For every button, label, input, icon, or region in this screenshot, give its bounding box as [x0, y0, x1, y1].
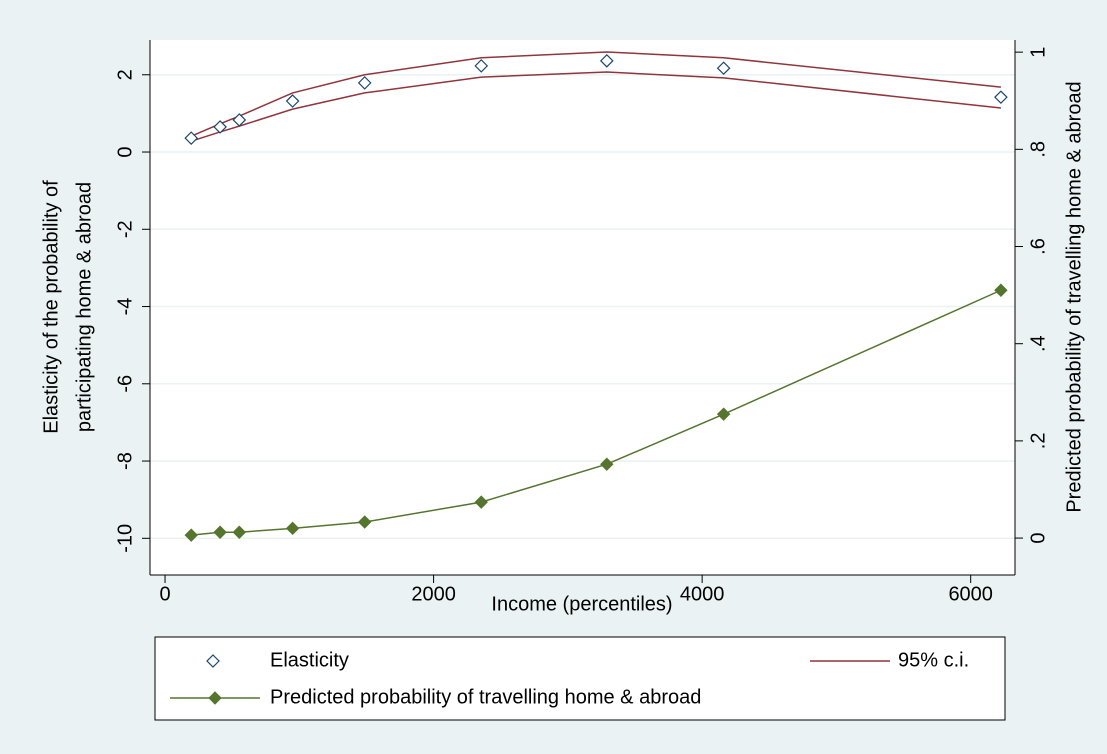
data-point — [357, 515, 372, 529]
data-point — [213, 525, 227, 539]
x-axis-title: Income (percentiles) — [491, 593, 672, 615]
ci-line — [190, 71, 1001, 142]
ci-line — [190, 51, 1001, 137]
y-tick-label: -8 — [114, 452, 136, 470]
legend-label: Elasticity — [270, 649, 349, 671]
legend — [154, 636, 1006, 721]
y-tick-label: -10 — [114, 524, 136, 553]
y-tick-label: -4 — [114, 298, 136, 316]
y-tick-label: -2 — [114, 220, 136, 238]
y2-axis-title: Predicted probability of travelling home… — [1063, 81, 1085, 512]
data-point — [474, 59, 489, 73]
plot-area — [150, 40, 1015, 575]
legend-label: 95% c.i. — [898, 649, 969, 671]
data-point — [474, 495, 488, 509]
data-point — [994, 90, 1008, 105]
x-tick-label: 4000 — [680, 583, 725, 605]
data-point — [357, 76, 372, 90]
data-point — [285, 94, 300, 108]
data-point — [716, 407, 731, 421]
data-point — [994, 283, 1008, 297]
legend-label: Predicted probability of travelling home… — [270, 686, 701, 708]
y2-tick-label: 1 — [1027, 47, 1049, 58]
y-axis-title: Elasticity of the probability of — [40, 180, 62, 434]
x-tick-label: 2000 — [411, 583, 456, 605]
y-axis-title: participating home & abroad — [73, 182, 95, 432]
data-point — [285, 521, 300, 536]
y2-tick-label: .8 — [1027, 141, 1049, 158]
legend-items: Elasticity 95% c.i. Predicted probability … — [170, 649, 969, 708]
y2-tick-label: .2 — [1027, 433, 1049, 450]
x-tick-label: 6000 — [948, 583, 993, 605]
data-point — [232, 113, 247, 127]
y2-tick-label: 0 — [1027, 533, 1049, 544]
legend-symbol — [206, 654, 220, 668]
y-tick-label: 0 — [114, 146, 136, 157]
data-point — [716, 61, 731, 76]
x-tick-label: 0 — [159, 583, 170, 605]
y-tick-label: 2 — [114, 69, 136, 80]
data-point — [600, 457, 614, 471]
y2-tick-label: .6 — [1027, 238, 1049, 255]
data-point — [184, 131, 199, 145]
data-point — [184, 528, 198, 542]
y-tick-label: -6 — [114, 375, 136, 393]
grid — [150, 74, 1015, 540]
data-point — [599, 54, 614, 68]
data-point — [232, 525, 247, 539]
marks — [184, 51, 1008, 542]
data-point — [213, 120, 227, 134]
legend-symbol — [208, 691, 222, 705]
y2-tick-label: .4 — [1027, 335, 1049, 352]
